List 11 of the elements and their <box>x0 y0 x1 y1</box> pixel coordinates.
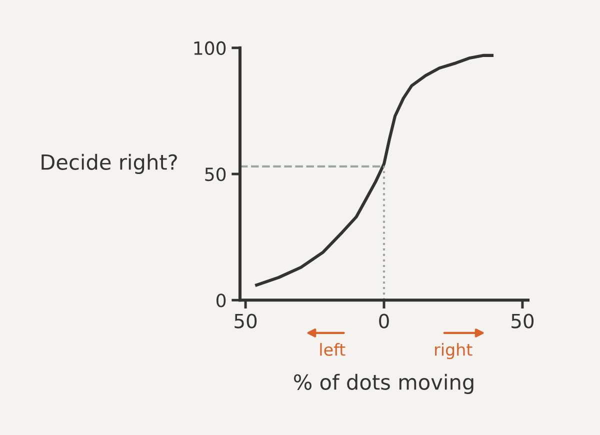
y-tick-label: 0 <box>216 294 226 308</box>
x-tick-label: 0 <box>379 314 389 328</box>
y-tick-label: 100 <box>194 41 226 55</box>
x-axis-title: % of dots moving <box>294 374 474 394</box>
text: right <box>435 342 472 360</box>
y-axis-title: Decide right? <box>42 154 177 174</box>
line-series <box>255 54 494 287</box>
y-tick-label: 50 <box>205 167 226 182</box>
text: left <box>320 342 346 356</box>
x-tick-label: 50 <box>512 314 534 328</box>
x-tick-label: 50 <box>234 314 257 328</box>
